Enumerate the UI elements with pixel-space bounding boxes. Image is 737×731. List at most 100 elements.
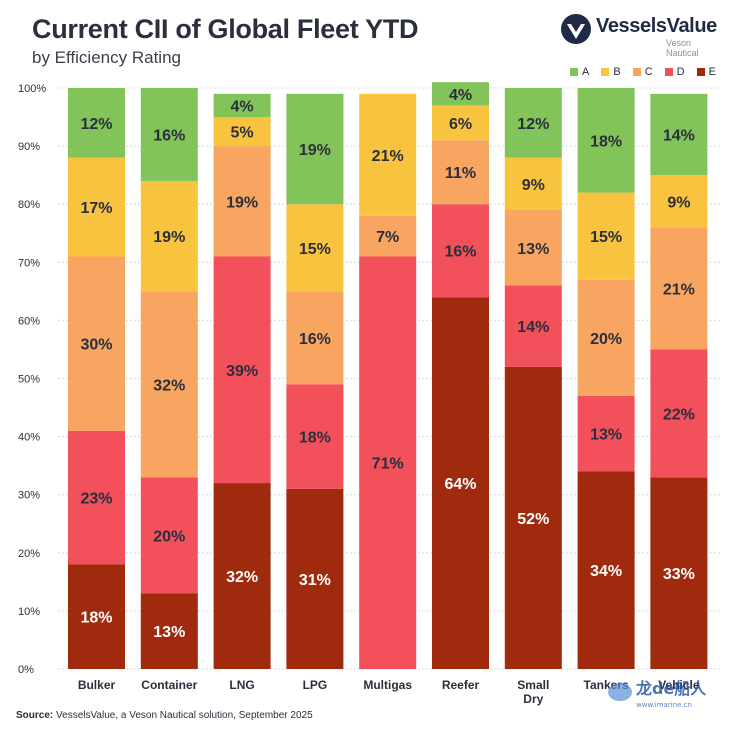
y-tick-label: 100% <box>18 83 46 95</box>
legend-label: B <box>613 66 621 78</box>
data-label: 16% <box>299 331 331 348</box>
x-tick-label: Dry <box>523 692 543 706</box>
legend-swatch <box>632 68 641 76</box>
data-label: 4% <box>231 98 254 115</box>
data-label: 18% <box>299 430 331 447</box>
y-tick-label: 90% <box>18 141 40 153</box>
x-tick-label: Multigas <box>363 678 412 692</box>
bar-segment-d <box>68 430 125 565</box>
legend-label: C <box>644 66 653 78</box>
data-label: 23% <box>80 491 112 508</box>
data-label: 22% <box>663 406 695 423</box>
legend-label: A <box>582 66 590 78</box>
chart-title: Current CII of Global Fleet YTD <box>32 14 419 44</box>
y-tick-label: 80% <box>18 199 40 211</box>
data-label: 31% <box>299 572 331 589</box>
bar-segment-b <box>286 204 344 292</box>
data-label: 16% <box>444 244 476 261</box>
bar-segment-d <box>140 477 198 594</box>
bar-segment-e <box>577 471 635 669</box>
bar-segment-a <box>286 93 344 205</box>
bar-segment-b <box>504 157 562 211</box>
bar-segment-d <box>577 395 635 472</box>
data-label: 32% <box>153 377 185 394</box>
bar-segment-c <box>359 215 417 257</box>
bar-segment-a <box>577 88 635 193</box>
data-label: 52% <box>517 511 549 528</box>
data-label: 18% <box>590 133 622 150</box>
data-label: 39% <box>226 363 258 380</box>
data-label: 21% <box>372 148 404 165</box>
data-label: 34% <box>590 563 622 580</box>
legend-item-b: B <box>601 66 621 78</box>
bar-segment-b <box>68 157 125 257</box>
legend-label: E <box>708 66 716 78</box>
data-label: 13% <box>153 624 185 641</box>
data-label: 14% <box>517 319 549 336</box>
bar-segment-e <box>286 488 344 669</box>
bar-segment-c <box>213 146 271 257</box>
bar-segment-a <box>432 82 489 106</box>
source-label: Source: <box>16 710 54 721</box>
x-tick-label: Vehicle <box>658 678 700 692</box>
legend-swatch <box>601 68 610 76</box>
watermark: 龙de船人 www.imarine.cn <box>608 679 707 709</box>
bar-segment-b <box>213 117 271 147</box>
x-tick-label: Bulker <box>78 678 116 692</box>
legend-item-e: E <box>696 66 716 78</box>
bar-segment-e <box>68 564 125 669</box>
bar-segment-d <box>213 256 271 484</box>
x-tick-label: Container <box>141 678 197 692</box>
bar-segment-a <box>650 93 708 176</box>
bar-segment-e <box>213 483 271 669</box>
data-label: 16% <box>153 127 185 144</box>
source-text: VesselsValue, a Veson Nautical solution,… <box>56 710 313 721</box>
data-label: 64% <box>444 476 476 493</box>
data-label: 30% <box>80 337 112 354</box>
data-label: 9% <box>522 177 545 194</box>
bar-segment-b <box>650 175 708 228</box>
data-label: 20% <box>590 331 622 348</box>
bar-segment-a <box>140 88 198 181</box>
x-tick-label: LPG <box>303 678 328 692</box>
brand-name: VesselsValue <box>596 15 717 37</box>
bar-segment-c <box>577 279 635 396</box>
x-tick-label: Reefer <box>442 678 480 692</box>
data-label: 9% <box>667 194 690 211</box>
y-tick-label: 40% <box>18 432 40 444</box>
data-label: 18% <box>80 610 112 627</box>
bar-segment-a <box>68 88 125 158</box>
bar-segment-d <box>432 204 489 298</box>
data-label: 11% <box>445 165 476 182</box>
legend-item-a: A <box>570 66 589 78</box>
watermark-url: www.imarine.cn <box>636 701 692 709</box>
y-tick-label: 60% <box>18 315 40 327</box>
bar-segment-d <box>650 349 708 478</box>
bar-segment-d <box>286 384 344 489</box>
y-tick-label: 20% <box>18 548 40 560</box>
bar-segment-e <box>650 477 708 669</box>
data-label: 4% <box>449 87 472 104</box>
bar-segment-b <box>577 192 635 280</box>
bar-segment-b <box>432 105 489 141</box>
data-label: 32% <box>226 569 258 586</box>
legend-swatch <box>696 68 705 76</box>
brand-logo: VesselsValue Veson Nautical <box>560 12 720 58</box>
bar-segment-c <box>140 291 198 478</box>
bar-segment-c <box>68 256 125 431</box>
data-label: 13% <box>517 241 549 258</box>
bar-segment-c <box>504 210 562 286</box>
y-tick-label: 10% <box>18 606 40 618</box>
legend-item-c: C <box>632 66 653 78</box>
brand-subtitle: Veson Nautical <box>666 38 699 58</box>
watermark-text: 龙de船人 <box>635 679 707 698</box>
data-label: 12% <box>80 116 112 133</box>
legend-swatch <box>664 68 673 76</box>
watermark-logo-icon <box>608 683 632 701</box>
brand-mark-icon <box>561 14 591 44</box>
chart-subtitle: by Efficiency Rating <box>32 48 181 67</box>
source-note: Source: VesselsValue, a Veson Nautical s… <box>16 710 313 721</box>
legend-item-d: D <box>664 66 685 78</box>
data-label: 15% <box>299 241 331 258</box>
